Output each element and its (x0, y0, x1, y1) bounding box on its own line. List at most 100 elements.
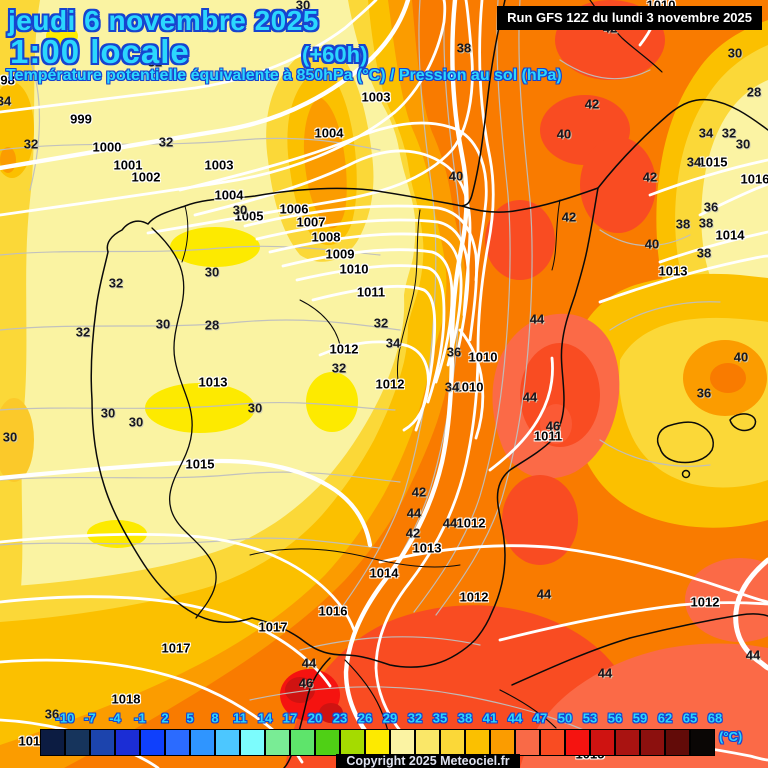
temperature-label: 40 (448, 168, 464, 184)
pressure-label: 1017 (161, 640, 191, 656)
temperature-label: 32 (373, 315, 389, 331)
temperature-label: 42 (411, 484, 427, 500)
pressure-label: 1013 (412, 540, 442, 556)
temperature-label: 32 (721, 125, 737, 141)
gray-contours (0, 0, 721, 749)
temperature-label: 36 (703, 199, 719, 215)
temperature-label: 30 (232, 202, 248, 218)
pressure-label: 1004 (214, 187, 244, 203)
pressure-label: 1012 (329, 341, 359, 357)
temperature-label: 46 (298, 675, 314, 691)
temperature-label: 34 (444, 379, 460, 395)
pressure-label: 1000 (92, 139, 122, 155)
temperature-label: 30 (727, 45, 743, 61)
pressure-label: 1019 (18, 733, 48, 749)
temperature-label: 42 (561, 209, 577, 225)
temperature-label: 40 (556, 126, 572, 142)
temperature-label: 44 (529, 311, 545, 327)
pressure-label: 1016 (740, 171, 768, 187)
temperature-label: 42 (405, 525, 421, 541)
temperature-label: 36 (446, 344, 462, 360)
pressure-label: 1005 (234, 208, 264, 224)
pressure-label: 1001 (113, 157, 143, 173)
temperature-label: 30 (155, 316, 171, 332)
temperature-label: 36 (696, 385, 712, 401)
pressure-label: 1010 (454, 379, 484, 395)
temperature-label: 32 (158, 134, 174, 150)
temperature-label: 42 (584, 96, 600, 112)
temperature-label: 38 (696, 245, 712, 261)
copyright-text: Copyright 2025 Meteociel.fr (346, 754, 510, 768)
forecast-hour-offset: (+60h) (302, 42, 368, 67)
forecast-date: jeudi 6 novembre 2025 (8, 5, 319, 36)
pressure-label: 998 (0, 72, 15, 88)
pressure-label: 1012 (690, 594, 720, 610)
pressure-label: 1014 (369, 565, 399, 581)
pressure-label: 1006 (279, 201, 309, 217)
temperature-label: 32 (331, 360, 347, 376)
temperature-label: 38 (698, 215, 714, 231)
temperature-label: 28 (204, 317, 220, 333)
pressure-label: 1010 (339, 261, 369, 277)
temperature-label: 40 (733, 349, 749, 365)
pressure-label: 1012 (459, 589, 489, 605)
pressure-label: 1002 (131, 169, 161, 185)
pressure-label: 999 (70, 111, 92, 127)
temperature-label: 46 (545, 418, 561, 434)
pressure-label: 1015 (575, 746, 605, 762)
pressure-label: 1012 (456, 515, 486, 531)
temperature-label: 42 (642, 169, 658, 185)
temperature-label: 34 (385, 335, 401, 351)
pressure-label: 1011 (533, 428, 563, 444)
temperature-label: 28 (746, 84, 762, 100)
pressure-label: 1010 (468, 349, 498, 365)
pressure-label: 1009 (325, 246, 355, 262)
temperature-label: 30 (100, 405, 116, 421)
copyright-strip: Copyright 2025 Meteociel.fr (336, 754, 520, 768)
pressure-label: 1007 (296, 214, 326, 230)
pressure-label: 1015 (185, 456, 215, 472)
temperature-label: 44 (536, 586, 552, 602)
pressure-label: 1013 (198, 374, 228, 390)
temperature-label: 30 (735, 136, 751, 152)
temperature-label: 34 (0, 93, 12, 109)
temperature-label: 32 (147, 54, 163, 70)
temperature-label: 30 (247, 400, 263, 416)
temperature-label: 38 (456, 40, 472, 56)
temperature-label: 44 (522, 389, 538, 405)
pressure-label: 1018 (111, 691, 141, 707)
temperature-label: 34 (686, 154, 702, 170)
pressure-label: 1003 (361, 89, 391, 105)
pressure-label: 1014 (715, 227, 745, 243)
pressure-label: 1012 (375, 376, 405, 392)
temperature-label: 44 (301, 655, 317, 671)
temperature-label: 30 (2, 429, 18, 445)
temperature-label: 40 (644, 236, 660, 252)
map-title: Température potentielle équivalente à 85… (6, 67, 562, 84)
pressure-label: 1008 (311, 229, 341, 245)
temperature-label: 30 (295, 0, 311, 13)
temperature-label: 44 (597, 665, 613, 681)
coastlines-borders (90, 0, 768, 768)
temperature-label: 30 (204, 264, 220, 280)
pressure-label: 1015 (698, 154, 728, 170)
temperature-label: 30 (128, 414, 144, 430)
pressure-label: 1016 (318, 603, 348, 619)
temperature-label: 44 (442, 515, 458, 531)
pressure-label: 1017 (258, 619, 288, 635)
temperature-label: 32 (75, 324, 91, 340)
temperature-label: 44 (406, 505, 422, 521)
pressure-label: 1011 (356, 284, 386, 300)
pressure-label: 1003 (204, 157, 234, 173)
forecast-time: 1:00 locale (10, 33, 190, 70)
pressure-label: 1013 (658, 263, 688, 279)
pressure-label: 1004 (314, 125, 344, 141)
temperature-label: 36 (44, 706, 60, 722)
model-run-info: Run GFS 12Z du lundi 3 novembre 2025 (497, 6, 762, 30)
temperature-label: 34 (698, 125, 714, 141)
temperature-label: 38 (675, 216, 691, 232)
temperature-label: 44 (745, 647, 761, 663)
temperature-label: 32 (23, 136, 39, 152)
temperature-label: 32 (108, 275, 124, 291)
